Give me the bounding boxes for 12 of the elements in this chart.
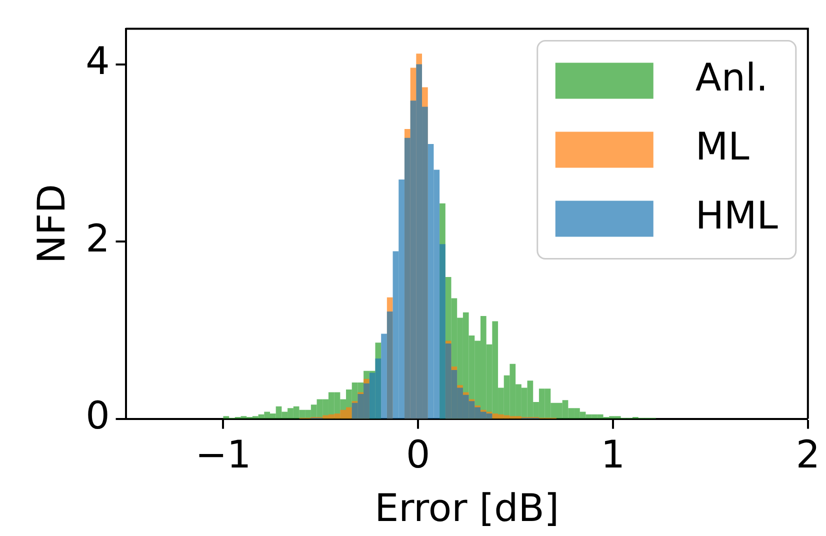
y-axis-title: NFD (30, 184, 74, 264)
legend-label: Anl. (695, 56, 768, 100)
legend-label: HML (695, 194, 778, 238)
x-tick-label: −1 (195, 432, 252, 476)
y-tick-label: 2 (86, 216, 110, 260)
legend-label: ML (695, 124, 750, 169)
x-axis-title: Error [dB] (374, 486, 560, 530)
y-tick-label: 0 (86, 394, 110, 438)
y-tick-label: 4 (86, 39, 110, 84)
x-tick-label: 2 (796, 432, 820, 476)
x-tick-label: 1 (600, 432, 626, 476)
x-tick-label: 0 (406, 432, 430, 476)
